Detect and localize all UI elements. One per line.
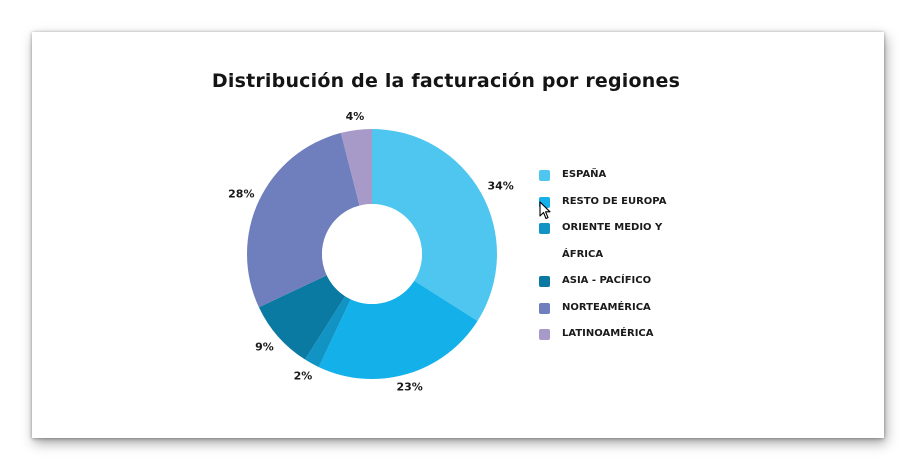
data-label: 23% (396, 381, 422, 394)
legend-label: ÁFRICA (562, 248, 604, 260)
legend-swatch (539, 276, 550, 287)
slice-latinoam-rica (340, 129, 372, 206)
legend-item: ASIA - PACÍFICO (539, 268, 709, 295)
legend-item: RESTO DE EUROPA (539, 189, 709, 216)
legend-label: ORIENTE MEDIO Y (562, 222, 663, 233)
slice-resto-de-europa (318, 280, 478, 379)
data-label: 4% (346, 110, 365, 123)
legend-swatch (539, 196, 550, 208)
mouse-cursor-icon (539, 201, 551, 220)
legend-item: LATINOAMÉRICA (539, 321, 709, 348)
legend-item: NORTEAMÉRICA (539, 295, 709, 322)
legend-label: NORTEAMÉRICA (562, 301, 651, 313)
slice-oriente-medio-y-frica (305, 296, 351, 368)
data-label: 2% (294, 369, 313, 382)
donut-hole (322, 204, 422, 304)
legend-label: ASIA - PACÍFICO (562, 275, 652, 286)
legend-swatch (539, 170, 550, 181)
data-label: 28% (228, 187, 254, 200)
legend-swatch (539, 223, 550, 234)
chart-title: Distribución de la facturación por regio… (211, 70, 681, 92)
legend-item: ORIENTE MEDIO Y ÁFRICA (539, 215, 709, 268)
slice-asia-pac-fico (258, 275, 346, 360)
slice-norteam-rica (246, 132, 360, 308)
legend-swatch (539, 329, 550, 340)
slice-espa-a (372, 129, 498, 321)
data-label: 34% (488, 180, 514, 193)
data-label: 9% (255, 340, 274, 353)
legend-label: RESTO DE EUROPA (562, 195, 667, 207)
chart-legend: ESPAÑA RESTO DE EUROPA ORIENTE MEDIO Y ÁFRI… (539, 162, 709, 348)
legend-label: ESPAÑA (562, 169, 607, 180)
legend-swatch (539, 302, 550, 314)
legend-item: ESPAÑA (539, 162, 709, 189)
legend-label: LATINOAMÉRICA (562, 328, 654, 339)
